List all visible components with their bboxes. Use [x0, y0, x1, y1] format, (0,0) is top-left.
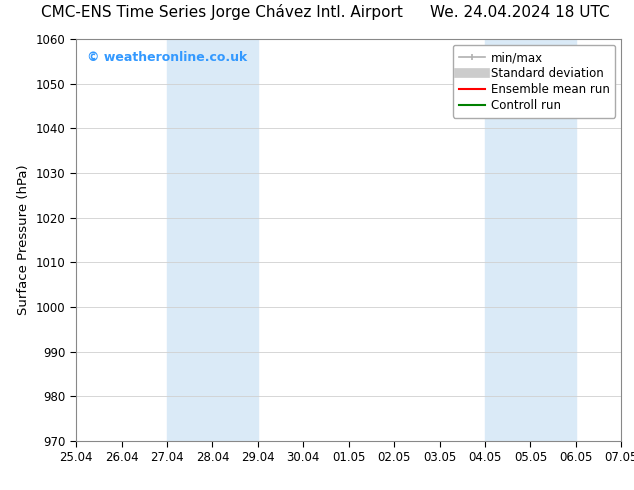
Y-axis label: Surface Pressure (hPa): Surface Pressure (hPa): [17, 165, 30, 316]
Legend: min/max, Standard deviation, Ensemble mean run, Controll run: min/max, Standard deviation, Ensemble me…: [453, 45, 616, 118]
Text: We. 24.04.2024 18 UTC: We. 24.04.2024 18 UTC: [430, 4, 610, 20]
Bar: [485, 39, 576, 441]
Text: CMC-ENS Time Series Jorge Chávez Intl. Airport: CMC-ENS Time Series Jorge Chávez Intl. A…: [41, 3, 403, 20]
Text: © weatheronline.co.uk: © weatheronline.co.uk: [87, 51, 247, 64]
Bar: [167, 39, 258, 441]
